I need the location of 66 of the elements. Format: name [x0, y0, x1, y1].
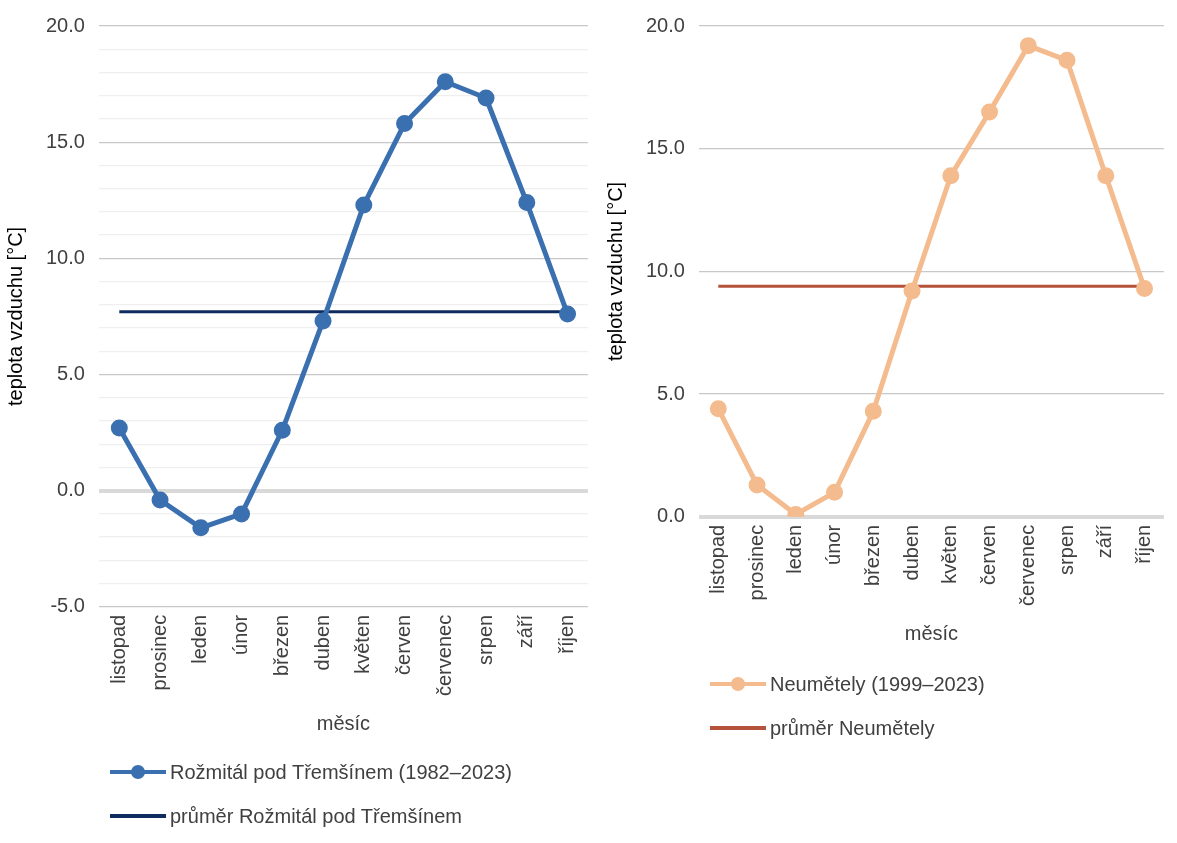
point: [981, 103, 999, 121]
y-tick-label: 0.0: [657, 504, 685, 527]
point: [273, 421, 291, 439]
point: [436, 73, 454, 91]
x-tick-label: květen: [938, 524, 961, 584]
x-tick-label: říjen: [555, 614, 578, 654]
x-tick-label: červen: [392, 614, 415, 675]
y-tick-label: 0.0: [57, 478, 85, 501]
point: [942, 167, 960, 185]
point: [110, 419, 128, 437]
y-tick-label: -5.0: [50, 594, 85, 617]
x-tick-label: prosinec: [744, 524, 767, 601]
x-tick-label: duben: [899, 524, 922, 581]
legend-label: průměr Neumětely: [770, 716, 935, 740]
point: [1097, 167, 1115, 185]
x-tick-label: červenec: [432, 614, 455, 696]
x-tick-label: březen: [860, 524, 883, 586]
x-tick-label: září: [1093, 524, 1116, 559]
point: [518, 194, 536, 212]
x-tick-label: březen: [269, 614, 292, 676]
point: [151, 491, 169, 509]
y-tick-label: 10.0: [645, 258, 685, 281]
y-tick-label: 10.0: [45, 245, 85, 268]
x-tick-label: listopad: [705, 524, 728, 594]
x-tick-label: červenec: [1015, 524, 1038, 606]
point: [192, 519, 210, 537]
legend-label: průměr Rožmitál pod Třemšínem: [170, 804, 462, 828]
x-tick-label: listopad: [106, 614, 129, 684]
y-tick-label: 20.0: [645, 13, 685, 36]
x-tick-label: srpen: [473, 614, 496, 665]
point: [559, 305, 577, 323]
x-tick-label: prosinec: [147, 614, 170, 691]
x-tick-label: únor: [822, 524, 845, 565]
x-tick-label: srpen: [1054, 524, 1077, 575]
x-tick-label: září: [514, 614, 537, 649]
point: [1136, 280, 1154, 298]
point: [709, 400, 727, 418]
y-axis-title: teplota vzduchu [°C]: [603, 181, 626, 362]
y-tick-label: 15.0: [645, 136, 685, 159]
x-tick-label: květen: [351, 614, 374, 674]
legend-label: Neumětely (1999–2023): [770, 672, 985, 696]
point: [355, 196, 373, 214]
point: [233, 505, 251, 523]
point: [903, 282, 921, 300]
y-tick-label: 15.0: [45, 129, 85, 152]
x-tick-label: duben: [310, 614, 333, 671]
point: [396, 115, 414, 133]
y-tick-label: 5.0: [657, 381, 685, 404]
point: [477, 89, 495, 107]
x-axis-title: měsíc: [316, 711, 371, 734]
x-tick-label: červen: [977, 524, 1000, 585]
point: [1058, 51, 1076, 69]
legend-label: Rožmitál pod Třemšínem (1982–2023): [170, 760, 513, 784]
point: [1019, 37, 1037, 55]
x-tick-label: leden: [188, 614, 211, 664]
point: [864, 402, 882, 420]
x-tick-label: říjen: [1132, 524, 1155, 564]
x-axis-title: měsíc: [904, 621, 959, 644]
x-tick-label: únor: [229, 614, 252, 655]
point: [826, 483, 844, 501]
point: [748, 476, 766, 494]
y-axis-title: teplota vzduchu [°C]: [3, 226, 26, 407]
x-tick-label: leden: [783, 524, 806, 574]
point: [314, 312, 332, 330]
y-tick-label: 5.0: [57, 362, 85, 385]
y-tick-label: 20.0: [45, 13, 85, 36]
